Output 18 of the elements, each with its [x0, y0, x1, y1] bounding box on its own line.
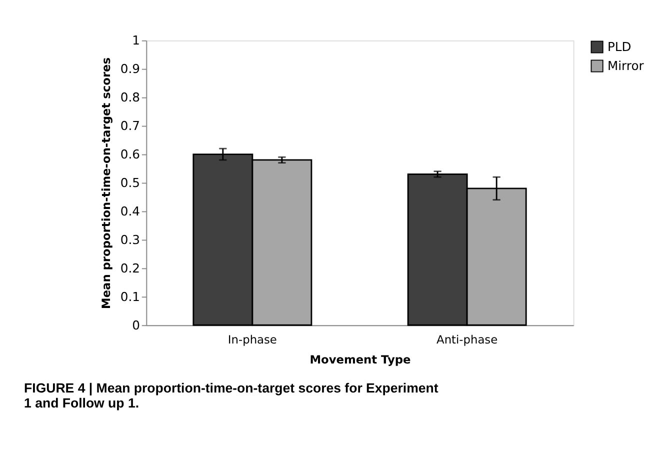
- y-tick-label: 0: [132, 318, 140, 332]
- y-tick-label: 0.9: [120, 62, 140, 76]
- x-tick-label: Anti-phase: [436, 332, 498, 347]
- y-tick-label: 0.5: [120, 176, 140, 190]
- x-axis-title: Movement Type: [310, 352, 412, 367]
- y-axis-title: Mean proportion-time-on-target scores: [98, 57, 113, 309]
- x-tick-label: In-phase: [228, 332, 277, 347]
- y-tick-label: 1: [132, 34, 140, 48]
- y-tick-label: 0.4: [120, 204, 140, 218]
- y-tick-label: 0.7: [120, 119, 140, 134]
- y-tick-label: 0.2: [120, 261, 140, 276]
- y-tick-label: 0.8: [120, 90, 140, 105]
- y-tick-label: 0.3: [120, 232, 140, 247]
- y-tick-label: 0.1: [120, 290, 140, 304]
- legend-label: Mirror: [607, 58, 645, 73]
- y-tick-label: 0.6: [120, 148, 140, 162]
- caption: FIGURE 4 | Mean proportion-time-on-target scores for Experiment 1 and Follow up 1.: [24, 380, 439, 411]
- legend-label: PLD: [607, 40, 632, 54]
